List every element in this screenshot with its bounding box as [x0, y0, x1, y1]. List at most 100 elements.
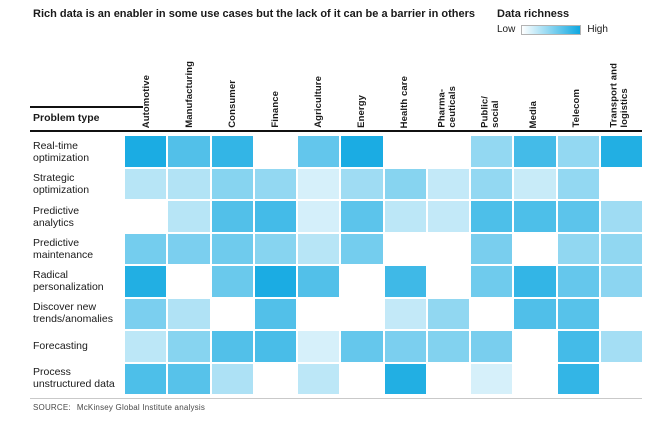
heatmap-cell [427, 266, 469, 297]
row-label-7: Process unstructured data [33, 365, 115, 390]
heatmap-cell [600, 298, 642, 329]
heatmap-cell [427, 363, 469, 394]
column-header-5: Energy [340, 44, 383, 130]
heatmap-cell [384, 363, 426, 394]
source-text: McKinsey Global Institute analysis [76, 403, 206, 412]
heatmap-cell [168, 201, 210, 232]
heatmap-cell [557, 266, 599, 297]
heatmap-cell [384, 136, 426, 167]
heatmap-cell [600, 136, 642, 167]
row-label-2: Predictive analytics [33, 204, 80, 229]
column-header-label: Media [528, 100, 540, 128]
heatmap-cell [384, 233, 426, 264]
heatmap-cell [211, 168, 253, 199]
heatmap-cell [168, 298, 210, 329]
heatmap-cell [427, 331, 469, 362]
heatmap-cell [514, 168, 556, 199]
heatmap-cell [125, 331, 167, 362]
heatmap-cell [211, 266, 253, 297]
heatmap-cell [211, 331, 253, 362]
column-header-9: Media [513, 44, 556, 130]
heatmap-cell [471, 298, 513, 329]
column-header-8: Public/ social [470, 44, 513, 130]
heatmap-cell [254, 201, 296, 232]
heatmap-cell [298, 233, 340, 264]
heatmap-cell [298, 331, 340, 362]
row-label-0: Real-time optimization [33, 140, 90, 165]
heatmap-cell [514, 201, 556, 232]
heatmap-cell [514, 363, 556, 394]
heatmap-cell [427, 298, 469, 329]
legend-high-label: High [587, 24, 608, 35]
heatmap-cell [211, 201, 253, 232]
heatmap-cell [168, 331, 210, 362]
page-title: Rich data is an enabler in some use case… [33, 8, 475, 20]
legend: Data richness Low High [497, 8, 608, 35]
column-header-label: Telecom [571, 89, 583, 128]
heatmap-cell [471, 233, 513, 264]
column-header-label: Manufacturing [183, 61, 195, 128]
heatmap-cell [298, 168, 340, 199]
column-header-label: Consumer [226, 80, 238, 128]
heatmap-cell [557, 233, 599, 264]
column-header-7: Pharma- ceuticals [427, 44, 470, 130]
row-header-label: Problem type [33, 112, 100, 124]
heatmap-cell [471, 266, 513, 297]
heatmap-cell [600, 233, 642, 264]
heatmap-cell [557, 363, 599, 394]
heatmap-cell [254, 363, 296, 394]
heatmap-cell [557, 168, 599, 199]
heatmap-cell [341, 201, 383, 232]
heatmap-cell [211, 233, 253, 264]
heatmap-cell [600, 266, 642, 297]
heatmap-cell [168, 266, 210, 297]
heatmap-cell [125, 233, 167, 264]
heatmap-cell [514, 233, 556, 264]
header-divider-rule [30, 130, 642, 132]
row-header-top-rule [30, 106, 143, 108]
heatmap-cell [254, 233, 296, 264]
heatmap-cell [298, 136, 340, 167]
column-header-1: Manufacturing [168, 44, 211, 130]
heatmap-cell [384, 168, 426, 199]
row-label-3: Predictive maintenance [33, 236, 94, 261]
row-label-1: Strategic optimization [33, 172, 90, 197]
heatmap-cell [168, 363, 210, 394]
heatmap-cell [471, 168, 513, 199]
column-header-11: Transport and logistics [599, 44, 642, 130]
source-note: SOURCE: McKinsey Global Institute analysi… [33, 403, 205, 412]
heatmap-cell [125, 168, 167, 199]
heatmap-cell [211, 363, 253, 394]
heatmap-cell [384, 298, 426, 329]
column-header-label: Health care [398, 75, 410, 128]
heatmap-cell [384, 331, 426, 362]
heatmap-cell [341, 298, 383, 329]
heatmap-cell [125, 363, 167, 394]
heatmap-cell [254, 298, 296, 329]
legend-scale: Low High [497, 24, 608, 35]
heatmap-cell [341, 168, 383, 199]
footer-rule [30, 398, 642, 399]
heatmap-cell [298, 298, 340, 329]
column-header-3: Finance [254, 44, 297, 130]
column-headers: Automotive Manufacturing Consumer Finance Ag… [125, 44, 642, 130]
heatmap-cell [125, 298, 167, 329]
heatmap-cell [341, 331, 383, 362]
source-prefix: SOURCE: [33, 403, 71, 412]
heatmap-cell [427, 168, 469, 199]
heatmap-cell [557, 331, 599, 362]
column-header-6: Health care [383, 44, 426, 130]
heatmap-cell [514, 298, 556, 329]
heatmap-cell [341, 363, 383, 394]
legend-gradient-bar [521, 24, 582, 35]
heatmap-grid [125, 136, 642, 394]
heatmap-cell [125, 136, 167, 167]
heatmap-cell [298, 266, 340, 297]
heatmap-cell [471, 331, 513, 362]
heatmap-cell [298, 201, 340, 232]
heatmap-cell [254, 331, 296, 362]
heatmap-cell [471, 136, 513, 167]
column-header-label: Energy [355, 95, 367, 128]
row-label-4: Radical personalization [33, 269, 104, 294]
heatmap-cell [427, 136, 469, 167]
